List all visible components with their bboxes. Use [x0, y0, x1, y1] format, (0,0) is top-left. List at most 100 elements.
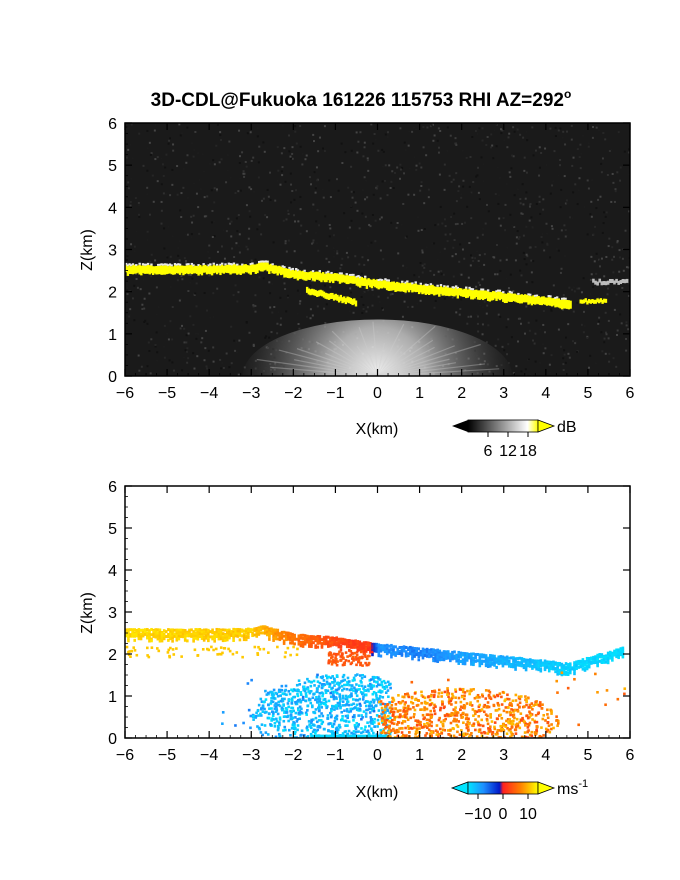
- intensity-noise-speck: [371, 304, 374, 307]
- intensity-noise-speck: [229, 176, 232, 179]
- velocity-red-blob-cell: [341, 663, 345, 667]
- intensity-noise-speck: [146, 193, 149, 196]
- velocity-layer-cell: [619, 647, 623, 651]
- intensity-noise-speck: [526, 225, 529, 228]
- intensity-noise-speck: [325, 261, 328, 264]
- velocity-layer-cell: [284, 631, 288, 635]
- intensity-layer-cell: [480, 290, 483, 300]
- intensity-noise-speck: [476, 250, 479, 253]
- intensity-fan-ray: [377, 344, 404, 376]
- intensity-noise-speck: [461, 222, 464, 225]
- velocity-layer-cell: [188, 630, 191, 634]
- intensity-layer-cell: [204, 264, 207, 273]
- intensity-noise-speck: [230, 235, 233, 238]
- velocity-red-blob-cell: [342, 662, 346, 665]
- intensity-x-tick-label: 4: [541, 385, 550, 402]
- velocity-layer-cell: [451, 654, 454, 658]
- velocity-layer-cell: [554, 670, 557, 674]
- intensity-noise-speck: [506, 246, 509, 249]
- intensity-noise-speck: [512, 155, 515, 158]
- velocity-outlier-cell: [301, 695, 305, 699]
- velocity-layer-cell: [156, 634, 160, 638]
- intensity-noise-speck: [607, 319, 610, 322]
- velocity-layer-cell: [478, 664, 482, 668]
- velocity-blue-region-cell: [336, 701, 340, 705]
- velocity-layer-cell: [171, 632, 174, 636]
- intensity-noise-speck: [542, 352, 545, 355]
- intensity-layer-cell: [527, 295, 530, 305]
- velocity-red-region-cell: [404, 726, 407, 730]
- velocity-x-tick-label: 5: [583, 747, 592, 764]
- intensity-noise-speck: [215, 188, 218, 191]
- intensity-noise-speck: [372, 193, 375, 196]
- velocity-layer-cell: [314, 635, 317, 639]
- intensity-colorbar: dB 6 12 18: [452, 419, 577, 460]
- velocity-layer-cell: [455, 659, 458, 663]
- velocity-layer-cell: [394, 653, 397, 657]
- velocity-layer-cell: [299, 633, 303, 637]
- velocity-red-region-cell: [476, 720, 480, 724]
- intensity-noise-speck: [509, 273, 512, 276]
- intensity-noise-speck: [179, 298, 182, 301]
- velocity-red-region-cell: [484, 697, 488, 700]
- intensity-noise-speck: [326, 300, 329, 303]
- intensity-fan-ray: [377, 343, 481, 376]
- intensity-noise-speck: [363, 291, 366, 294]
- velocity-red-region-cell: [531, 707, 534, 711]
- velocity-layer-cell: [438, 658, 442, 662]
- intensity-noise-speck: [160, 209, 163, 212]
- velocity-outlier-cell: [447, 678, 450, 682]
- velocity-red-region-cell: [383, 719, 387, 722]
- intensity-noise-speck: [436, 139, 439, 142]
- velocity-red-region-cell: [427, 728, 431, 732]
- intensity-noise-speck: [216, 123, 219, 126]
- velocity-layer-cell: [204, 631, 208, 635]
- velocity-surface-cell: [383, 734, 387, 738]
- velocity-layer-cell: [164, 635, 168, 639]
- velocity-blue-region-cell: [269, 723, 272, 726]
- velocity-layer-cell: [432, 659, 435, 663]
- velocity-layer-cell: [375, 642, 378, 646]
- intensity-noise-speck: [245, 204, 248, 207]
- velocity-surface-cell: [375, 734, 378, 738]
- intensity-noise-speck: [452, 275, 455, 278]
- intensity-noise-speck: [332, 234, 335, 237]
- velocity-layer-cell: [181, 631, 185, 635]
- velocity-layer-cell: [489, 661, 492, 665]
- intensity-layer-cell: [178, 265, 182, 275]
- intensity-noise-speck: [219, 358, 222, 361]
- velocity-layer-cell: [531, 664, 534, 668]
- velocity-red-region-cell: [453, 714, 457, 717]
- velocity-layer-cell: [596, 664, 599, 668]
- velocity-layer-cell: [179, 634, 183, 638]
- intensity-layer-cell: [145, 265, 148, 274]
- intensity-noise-speck: [381, 308, 384, 311]
- intensity-noise-speck: [512, 372, 515, 375]
- intensity-noise-speck: [284, 240, 287, 243]
- intensity-noise-speck: [321, 188, 324, 191]
- velocity-blue-region-cell: [343, 683, 346, 687]
- velocity-red-region-cell: [556, 721, 560, 725]
- intensity-noise-speck: [437, 223, 440, 226]
- velocity-layer-cell: [242, 635, 246, 639]
- velocity-blue-region-cell: [299, 693, 303, 696]
- intensity-noise-speck: [254, 294, 257, 297]
- velocity-layer-cell: [518, 663, 522, 667]
- intensity-noise-speck: [293, 198, 296, 201]
- intensity-noise-speck: [299, 293, 302, 296]
- velocity-layer-cell: [194, 636, 198, 640]
- velocity-red-region-cell: [419, 708, 422, 711]
- velocity-layer-cell: [583, 663, 587, 667]
- velocity-red-region-cell: [401, 735, 404, 738]
- intensity-noise-speck: [358, 227, 361, 230]
- velocity-layer-cell: [430, 654, 433, 658]
- intensity-noise-speck: [230, 325, 233, 328]
- intensity-noise-speck: [238, 155, 241, 158]
- velocity-red-region-cell: [385, 703, 389, 707]
- velocity-layer-cell: [219, 632, 223, 636]
- velocity-layer-cell: [539, 667, 543, 671]
- intensity-noise-speck: [289, 155, 292, 158]
- velocity-red-blob-cell: [357, 660, 360, 664]
- intensity-noise-speck: [271, 282, 274, 285]
- velocity-blue-region-cell: [358, 674, 362, 677]
